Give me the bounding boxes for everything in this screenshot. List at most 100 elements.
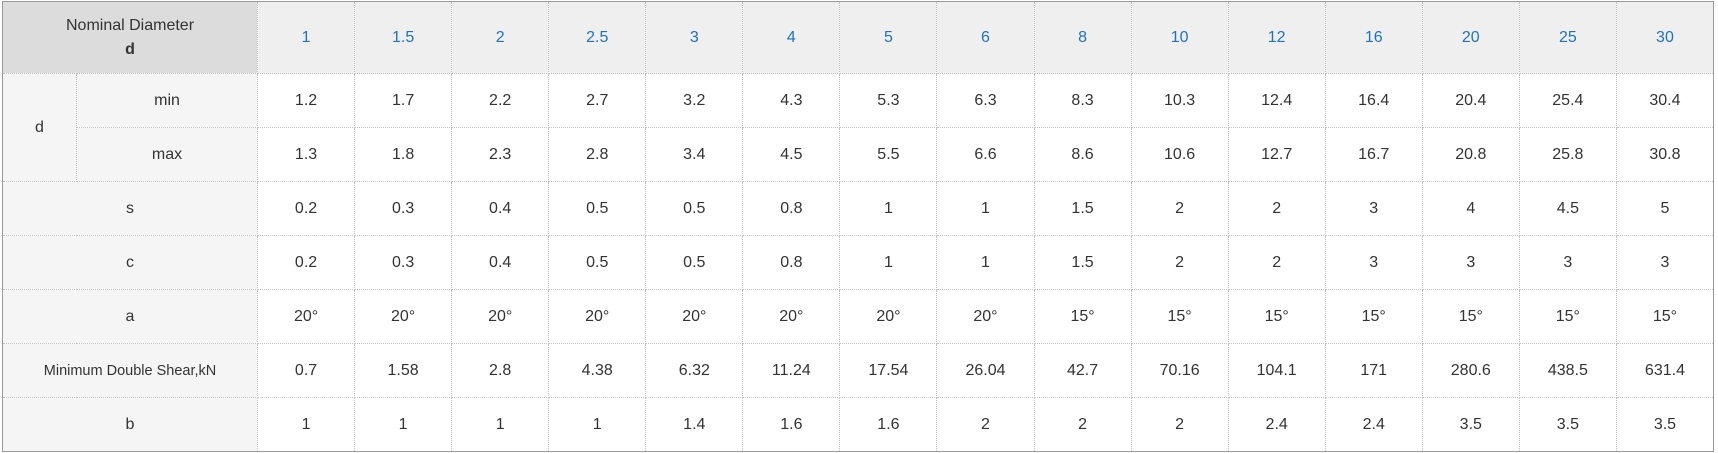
cell-s-col-2.5: 0.5 bbox=[548, 181, 647, 236]
cell-c-col-30: 3 bbox=[1615, 235, 1715, 290]
cell-minimum-double-shear-kn-col-20: 280.6 bbox=[1421, 343, 1520, 398]
corner-header-symbol: d bbox=[125, 40, 135, 58]
cell-s-col-4: 0.8 bbox=[742, 181, 841, 236]
row-label-min: min bbox=[75, 73, 259, 128]
cell-min-col-25: 25.4 bbox=[1518, 73, 1617, 128]
cell-b-col-1.5: 1 bbox=[354, 397, 453, 452]
cell-min-col-2.5: 2.7 bbox=[548, 73, 647, 128]
column-header-3: 3 bbox=[645, 1, 744, 74]
table-row-c: c 0.2 0.3 0.4 0.5 0.5 0.8 1 1 1.5 2 2 3 3 3 3 bbox=[1, 235, 1715, 290]
cell-b-col-2: 1 bbox=[451, 397, 550, 452]
cell-c-col-2.5: 0.5 bbox=[548, 235, 647, 290]
cell-b-col-4: 1.6 bbox=[742, 397, 841, 452]
cell-s-col-12: 2 bbox=[1227, 181, 1326, 236]
cell-a-col-5: 20° bbox=[839, 289, 938, 344]
cell-c-col-10: 2 bbox=[1130, 235, 1229, 290]
cell-b-col-16: 2.4 bbox=[1324, 397, 1423, 452]
cell-c-col-16: 3 bbox=[1324, 235, 1423, 290]
cell-min-col-3: 3.2 bbox=[645, 73, 744, 128]
table-row-min: d min 1.2 1.7 2.2 2.7 3.2 4.3 5.3 6.3 8.3 10.3 12.4 1… bbox=[2, 73, 1715, 182]
cell-a-col-1: 20° bbox=[257, 289, 356, 344]
cell-max-col-1: 1.3 bbox=[257, 127, 356, 182]
cell-a-col-12: 15° bbox=[1227, 289, 1326, 344]
column-header-16: 16 bbox=[1324, 1, 1423, 74]
cell-a-col-25: 15° bbox=[1518, 289, 1617, 344]
cell-a-col-2: 20° bbox=[451, 289, 550, 344]
cell-c-col-2: 0.4 bbox=[451, 235, 550, 290]
cell-a-col-4: 20° bbox=[742, 289, 841, 344]
cell-a-col-6: 20° bbox=[936, 289, 1035, 344]
cell-min-col-4: 4.3 bbox=[742, 73, 841, 128]
cell-minimum-double-shear-kn-col-5: 17.54 bbox=[839, 343, 938, 398]
cell-max-col-4: 4.5 bbox=[742, 127, 841, 182]
cell-minimum-double-shear-kn-col-12: 104.1 bbox=[1227, 343, 1326, 398]
cell-b-col-20: 3.5 bbox=[1421, 397, 1520, 452]
cell-s-col-3: 0.5 bbox=[645, 181, 744, 236]
cell-c-col-20: 3 bbox=[1421, 235, 1520, 290]
cell-max-col-20: 20.8 bbox=[1421, 127, 1520, 182]
cell-minimum-double-shear-kn-col-3: 6.32 bbox=[645, 343, 744, 398]
table-row-max: max 1.3 1.8 2.3 2.8 3.4 4.5 5.5 6.6 8.6 10.6 12.7 16… bbox=[3, 127, 1715, 182]
table-row-a: a 20° 20° 20° 20° 20° 20° 20° 20° 15° 15° 15° 15° 15°… bbox=[1, 289, 1715, 344]
column-header-5: 5 bbox=[839, 1, 938, 74]
corner-header: Nominal Diameter d bbox=[1, 1, 259, 74]
cell-max-col-8: 8.6 bbox=[1033, 127, 1132, 182]
table-row-minimum-double-shear-kn: Minimum Double Shear,kN 0.7 1.58 2.8 4.38 6.3… bbox=[1, 343, 1715, 398]
cell-b-col-3: 1.4 bbox=[645, 397, 744, 452]
cell-a-col-1.5: 20° bbox=[354, 289, 453, 344]
column-header-20: 20 bbox=[1421, 1, 1520, 74]
cell-a-col-2.5: 20° bbox=[548, 289, 647, 344]
cell-min-col-12: 12.4 bbox=[1227, 73, 1326, 128]
cell-c-col-25: 3 bbox=[1518, 235, 1617, 290]
cell-c-col-5: 1 bbox=[839, 235, 938, 290]
column-header-8: 8 bbox=[1033, 1, 1132, 74]
cell-c-col-8: 1.5 bbox=[1033, 235, 1132, 290]
cell-c-col-3: 0.5 bbox=[645, 235, 744, 290]
cell-min-col-5: 5.3 bbox=[839, 73, 938, 128]
cell-b-col-1: 1 bbox=[257, 397, 356, 452]
cell-s-col-20: 4 bbox=[1421, 181, 1520, 236]
cell-s-col-5: 1 bbox=[839, 181, 938, 236]
cell-a-col-10: 15° bbox=[1130, 289, 1229, 344]
column-header-2.5: 2.5 bbox=[548, 1, 647, 74]
cell-minimum-double-shear-kn-col-4: 11.24 bbox=[742, 343, 841, 398]
cell-max-col-30: 30.8 bbox=[1615, 127, 1715, 182]
column-header-1: 1 bbox=[257, 1, 356, 74]
cell-max-col-16: 16.7 bbox=[1324, 127, 1423, 182]
cell-c-col-1: 0.2 bbox=[257, 235, 356, 290]
row-label-minimum-double-shear-kn: Minimum Double Shear,kN bbox=[1, 343, 259, 398]
cell-min-col-10: 10.3 bbox=[1130, 73, 1229, 128]
cell-minimum-double-shear-kn-col-1.5: 1.58 bbox=[354, 343, 453, 398]
cell-max-col-6: 6.6 bbox=[936, 127, 1035, 182]
cell-s-col-10: 2 bbox=[1130, 181, 1229, 236]
cell-c-col-4: 0.8 bbox=[742, 235, 841, 290]
cell-a-col-16: 15° bbox=[1324, 289, 1423, 344]
column-header-30: 30 bbox=[1615, 1, 1715, 74]
cell-minimum-double-shear-kn-col-8: 42.7 bbox=[1033, 343, 1132, 398]
cell-min-col-6: 6.3 bbox=[936, 73, 1035, 128]
row-label-max: max bbox=[75, 127, 259, 182]
cell-b-col-25: 3.5 bbox=[1518, 397, 1617, 452]
cell-a-col-8: 15° bbox=[1033, 289, 1132, 344]
cell-b-col-8: 2 bbox=[1033, 397, 1132, 452]
cell-min-col-2: 2.2 bbox=[451, 73, 550, 128]
cell-c-col-1.5: 0.3 bbox=[354, 235, 453, 290]
corner-header-title: Nominal Diameter bbox=[65, 17, 195, 35]
cell-minimum-double-shear-kn-col-2: 2.8 bbox=[451, 343, 550, 398]
header-row: Nominal Diameter d 1 1.5 2 2.5 3 4 5 6 8 10 12 16 20… bbox=[1, 1, 1715, 74]
cell-minimum-double-shear-kn-col-10: 70.16 bbox=[1130, 343, 1229, 398]
cell-s-col-16: 3 bbox=[1324, 181, 1423, 236]
cell-min-col-16: 16.4 bbox=[1324, 73, 1423, 128]
cell-a-col-20: 15° bbox=[1421, 289, 1520, 344]
cell-min-col-1: 1.2 bbox=[257, 73, 356, 128]
column-header-10: 10 bbox=[1130, 1, 1229, 74]
cell-minimum-double-shear-kn-col-30: 631.4 bbox=[1615, 343, 1715, 398]
cell-max-col-2.5: 2.8 bbox=[548, 127, 647, 182]
row-group-label-d: d bbox=[2, 73, 77, 182]
cell-b-col-2.5: 1 bbox=[548, 397, 647, 452]
cell-s-col-2: 0.4 bbox=[451, 181, 550, 236]
cell-minimum-double-shear-kn-col-25: 438.5 bbox=[1518, 343, 1617, 398]
cell-b-col-12: 2.4 bbox=[1227, 397, 1326, 452]
